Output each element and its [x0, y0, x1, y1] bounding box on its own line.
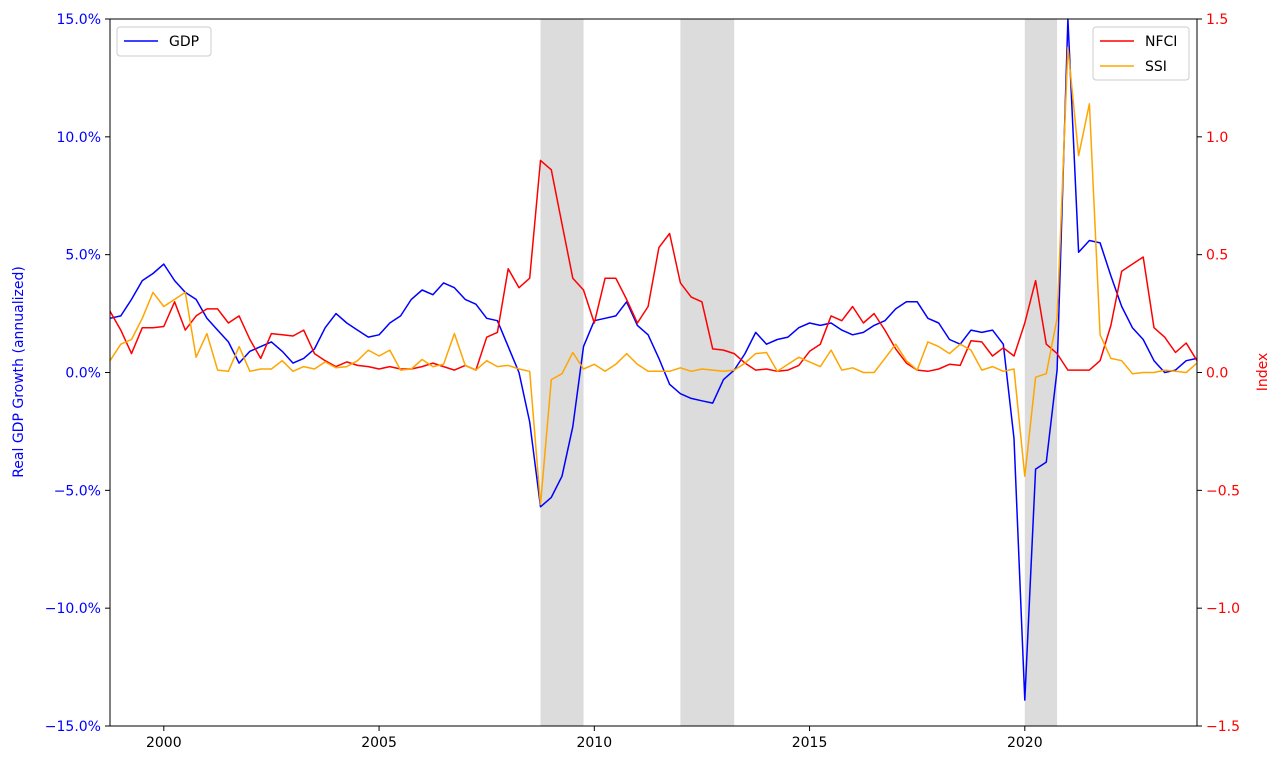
series-lines [109, 18, 1198, 701]
right-y-axis: −1.5 −1.0 −0.5 0.0 0.5 1.0 1.5 [1197, 12, 1240, 735]
x-tick-label: 2000 [146, 735, 182, 751]
series-line-gdp [109, 18, 1198, 701]
x-tick-label: 2015 [792, 735, 828, 751]
right-y-tick-label: −0.5 [1206, 483, 1240, 499]
x-axis: 2000 2005 2010 2015 2020 [146, 726, 1043, 751]
left-y-tick-label: 15.0% [57, 12, 101, 28]
left-y-axis-label: Real GDP Growth (annualized) [11, 266, 27, 478]
left-y-tick-label: −10.0% [45, 601, 101, 617]
left-y-tick-label: −15.0% [45, 719, 101, 735]
left-y-tick-label: 10.0% [57, 130, 101, 146]
x-tick-label: 2010 [576, 735, 612, 751]
recession-band [1024, 19, 1058, 726]
recession-band [680, 19, 735, 726]
right-y-axis-label: Index [1255, 353, 1271, 392]
legend-ssi-label: SSI [1145, 59, 1167, 75]
legend-gdp-label: GDP [169, 34, 199, 50]
legend-left: GDP [116, 26, 212, 57]
left-y-tick-label: −5.0% [54, 483, 101, 499]
recession-shading [540, 19, 1058, 726]
right-y-tick-label: 0.5 [1206, 248, 1228, 264]
x-tick-label: 2020 [1007, 735, 1043, 751]
right-y-tick-label: −1.0 [1206, 601, 1240, 617]
right-y-tick-label: 0.0 [1206, 366, 1228, 382]
right-y-tick-label: 1.5 [1206, 12, 1228, 28]
left-y-axis: −15.0% −10.0% −5.0% 0.0% 5.0% 10.0% 15.0% [45, 12, 110, 735]
legend-nfci-label: NFCI [1145, 34, 1177, 50]
legend-right: NFCI SSI [1092, 26, 1190, 81]
series-line-nfci [109, 159, 1198, 373]
right-y-tick-label: −1.5 [1206, 719, 1240, 735]
right-y-tick-label: 1.0 [1206, 130, 1228, 146]
x-tick-label: 2005 [361, 735, 397, 751]
series-line-ssi [109, 46, 1198, 506]
left-y-tick-label: 5.0% [65, 248, 101, 264]
left-y-tick-label: 0.0% [65, 366, 101, 382]
